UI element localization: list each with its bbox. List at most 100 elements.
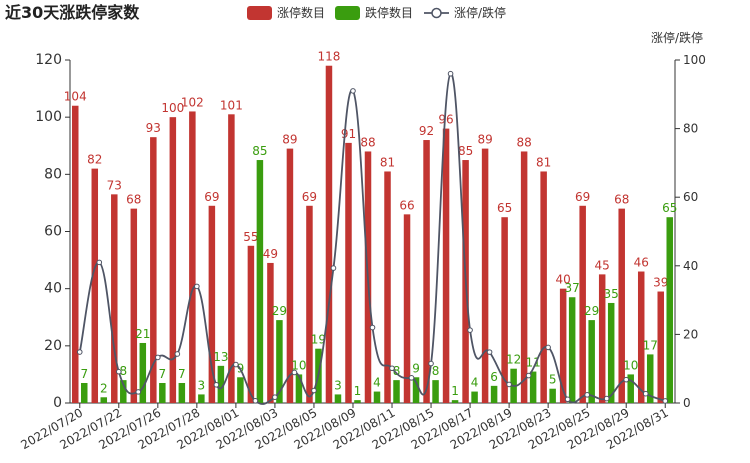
ratio-point	[233, 361, 239, 368]
bar	[354, 400, 361, 403]
bar-value-label: 2	[100, 381, 108, 395]
ratio-point	[408, 375, 415, 381]
ratio-point	[564, 396, 571, 403]
bar	[618, 208, 625, 403]
bar-value-label: 100	[161, 101, 184, 115]
legend-label: 涨停数目	[277, 5, 325, 20]
bar-value-label: 55	[243, 230, 258, 244]
bar	[111, 194, 118, 403]
bar	[423, 140, 430, 404]
bar	[588, 320, 595, 403]
bar	[189, 111, 196, 403]
ratio-point	[447, 70, 454, 77]
y-tick-label: 60	[44, 224, 62, 240]
y-tick-label: 40	[44, 281, 62, 297]
bar	[490, 385, 498, 403]
bar	[442, 128, 450, 403]
bar-value-label: 88	[516, 135, 531, 149]
bar-value-label: 65	[497, 201, 512, 215]
bar-value-label: 7	[178, 367, 186, 381]
ratio-point	[467, 327, 473, 333]
bar	[159, 382, 166, 403]
bar-value-label: 10	[291, 358, 306, 372]
legend-swatch	[431, 7, 442, 19]
bar-value-label: 102	[181, 95, 204, 109]
bar	[81, 382, 88, 403]
ratio-point	[662, 398, 669, 404]
bar-value-label: 1	[451, 384, 459, 398]
ratio-point	[213, 381, 220, 388]
bar-value-label: 4	[373, 376, 381, 390]
bar	[169, 117, 177, 404]
ratio-point	[584, 392, 590, 398]
bar	[276, 320, 283, 403]
ratio-point	[486, 349, 493, 355]
ratio-point	[311, 387, 317, 394]
bar-value-label: 12	[506, 353, 521, 367]
legend-swatch	[247, 6, 272, 20]
ratio-line	[78, 72, 666, 405]
ratio-point	[252, 397, 259, 404]
bar	[72, 105, 79, 403]
ratio-point	[174, 351, 181, 357]
legend-swatch	[335, 6, 360, 20]
bar-value-label: 82	[87, 153, 102, 167]
ratio-point	[623, 376, 630, 383]
bar-value-label: 91	[341, 127, 356, 141]
bar	[559, 288, 567, 403]
bar	[451, 400, 459, 403]
y-tick-label: 20	[44, 338, 62, 354]
bar	[334, 394, 342, 403]
bar	[139, 342, 147, 403]
ratio-point	[115, 368, 122, 375]
bar	[256, 160, 264, 403]
bar-value-label: 88	[360, 135, 375, 149]
bar-value-label: 65	[662, 201, 677, 215]
bar-value-label: 3	[334, 378, 342, 392]
bar	[325, 65, 333, 403]
bar	[549, 388, 556, 403]
ratio-point	[135, 389, 142, 395]
bar	[540, 171, 547, 403]
bar-value-label: 104	[64, 90, 87, 104]
bar-value-label: 7	[159, 367, 167, 381]
bar-value-label: 89	[477, 133, 492, 147]
bar	[627, 374, 634, 403]
bar-value-label: 35	[604, 287, 619, 301]
bar-value-label: 10	[623, 358, 638, 372]
bar-value-label: 9	[412, 361, 420, 375]
ratio-point	[642, 390, 649, 397]
bar-value-label: 68	[614, 193, 629, 207]
y2-tick-label: 40	[683, 259, 698, 273]
ratio-point	[506, 381, 512, 388]
bar-value-label: 69	[204, 190, 219, 204]
bar-value-label: 93	[146, 121, 161, 135]
bar-value-label: 81	[380, 155, 395, 169]
bar	[579, 205, 586, 403]
bar	[501, 217, 508, 403]
bar	[208, 205, 216, 403]
bar-value-label: 8	[393, 364, 401, 378]
bar	[217, 365, 225, 403]
bar	[384, 171, 391, 403]
ratio-point	[194, 283, 200, 290]
bar	[607, 302, 615, 403]
bar-value-label: 73	[107, 178, 122, 192]
bar	[412, 377, 420, 403]
bar	[568, 297, 576, 403]
bar	[130, 208, 138, 403]
bar	[666, 217, 673, 403]
bar-value-label: 6	[490, 370, 498, 384]
bar-value-label: 68	[126, 193, 141, 207]
bar-value-label: 66	[399, 198, 414, 212]
bar	[403, 214, 411, 403]
bar-value-label: 21	[135, 327, 150, 341]
chart-title: 近30天涨跌停家数	[5, 3, 140, 22]
bar	[345, 142, 352, 403]
bar-value-label: 19	[311, 333, 326, 347]
ratio-point	[545, 344, 551, 351]
bar	[91, 168, 99, 403]
ratio-point	[291, 369, 298, 376]
bar-value-label: 81	[536, 155, 551, 169]
